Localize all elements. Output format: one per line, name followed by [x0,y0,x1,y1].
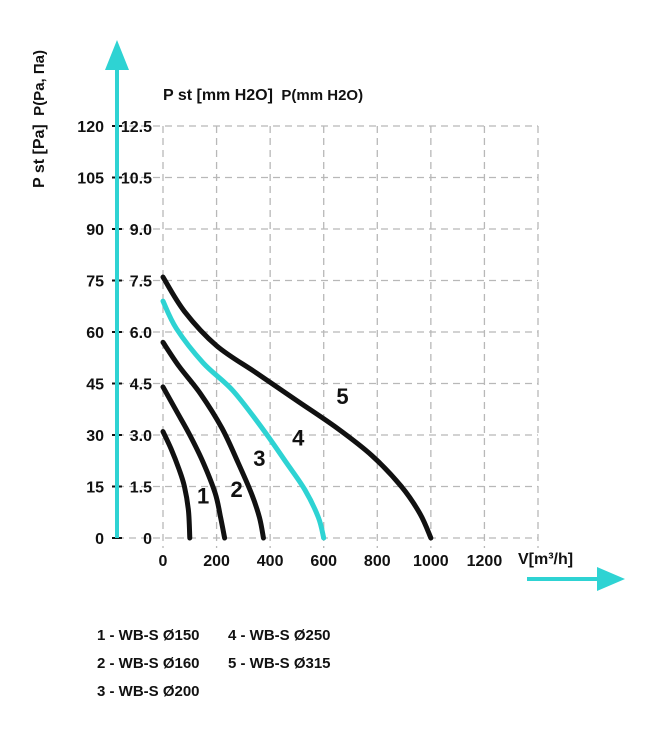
y-left-tick-label: 0 [95,531,104,548]
curve-label-2: 2 [231,477,243,502]
legend-item-3: 3 - WB-S Ø200 [97,683,200,700]
y-inner-tick-label: 12.5 [121,119,152,136]
curve-label-4: 4 [292,425,305,450]
y-inner-tick-label: 10.5 [121,171,152,188]
y-inner-tick-label: 3.0 [130,428,152,445]
y-axis-arrow-icon [105,40,129,70]
curves [160,274,434,541]
y-inner-tick-label: 9.0 [130,222,152,239]
y-inner-tick-label: 7.5 [130,274,152,291]
y-left-tick-label: 105 [77,171,104,188]
legend-col-1: 1 - WB-S Ø150 2 - WB-S Ø160 3 - WB-S Ø20… [97,622,200,706]
x-tick-label: 1000 [413,553,449,570]
legend-item-5: 5 - WB-S Ø315 [228,655,331,672]
x-tick-label: 800 [364,553,391,570]
legend-item-2: 2 - WB-S Ø160 [97,655,200,672]
y-left-tick-label: 60 [86,325,104,342]
y-inner-tick-label: 4.5 [130,377,152,394]
x-tick-label: 0 [159,553,168,570]
x-axis-arrow-icon [597,567,625,591]
curve-labels: 1 23 4 5 [197,384,349,509]
curve-series-5 [160,274,434,541]
x-axis-title: V[m³/h] [518,551,573,568]
legend-item-4: 4 - WB-S Ø250 [228,627,331,644]
y-left-tick-label: 75 [86,274,104,291]
y-left-tick-label: 30 [86,428,104,445]
curve-series-1 [160,429,193,541]
y-left-tick-label: 120 [77,119,104,136]
axes [105,40,625,591]
curve-series-2 [160,384,228,541]
y-inner-title: P st [mm H2O] P(mm H2O) [163,87,363,104]
curve-label-5: 5 [336,384,348,409]
curve-series-3 [160,339,266,541]
curve-label-3: 3 [253,446,265,471]
y-inner-tick-label: 1.5 [130,480,152,497]
y-inner-tick-label: 6.0 [130,325,152,342]
grid [112,125,539,548]
curve-label-1: 1 [197,484,209,509]
y-left-title: P st [Pa] P(Pa, Па) [31,50,48,188]
x-tick-label: 600 [310,553,337,570]
legend-col-2: 4 - WB-S Ø250 5 - WB-S Ø315 [228,622,331,678]
x-tick-label: 200 [203,553,230,570]
y-left-tick-label: 45 [86,377,104,394]
y-left-tick-label: 90 [86,222,104,239]
y-inner-tick-label: 0 [143,531,152,548]
x-tick-label: 400 [257,553,284,570]
curve-series-4 [160,298,327,541]
y-left-tick-label: 15 [86,480,104,497]
legend-item-1: 1 - WB-S Ø150 [97,627,200,644]
x-tick-label: 1200 [467,553,503,570]
